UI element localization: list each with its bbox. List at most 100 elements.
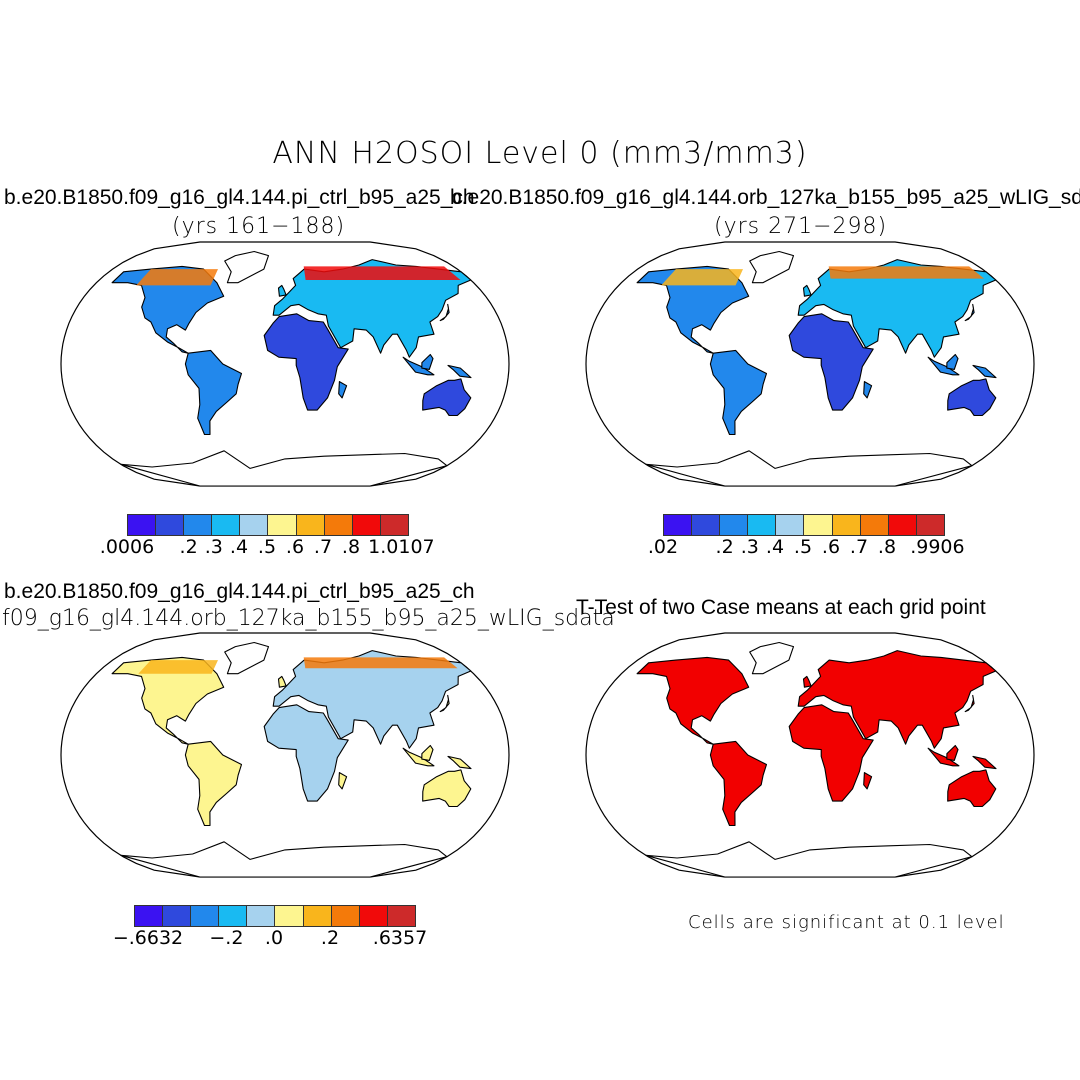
landmass-uk	[802, 675, 812, 688]
landmass-new-guinea	[447, 755, 472, 770]
landmass-indonesia	[402, 356, 435, 376]
colorbar-swatch	[128, 515, 157, 535]
colorbar-tick-label: .9906	[910, 536, 965, 558]
high-moisture-band	[136, 269, 218, 286]
landmass-borneo	[946, 744, 959, 761]
colorbar-swatch	[191, 906, 220, 926]
colorbar-swatch	[832, 515, 861, 535]
colorbar-tick-label: .2	[715, 536, 734, 558]
colorbar-tick-label: .6357	[372, 927, 428, 949]
colorbar-swatch	[296, 515, 325, 535]
colorbar-tick-label: .3	[740, 536, 759, 558]
landmass-south-america	[184, 740, 243, 827]
colorbar-tick-label: .7	[849, 536, 869, 558]
case1-years: (yrs 161−188)	[172, 214, 346, 239]
landmass-africa	[788, 704, 874, 802]
colorbar-swatch	[776, 515, 805, 535]
landmass-antarctica	[645, 450, 973, 487]
landmass-south-america	[709, 349, 768, 436]
landmass-new-guinea	[972, 755, 997, 770]
main-title: ANN H2OSOI Level 0 (mm3/mm3)	[272, 136, 808, 171]
landmass-africa	[788, 313, 874, 411]
landmass-north-america	[111, 265, 225, 354]
case1-colorbar	[127, 514, 409, 536]
colorbar-tick-label: .5	[793, 536, 813, 558]
landmass-antarctica	[645, 841, 973, 878]
colorbar-tick-label: .0006	[99, 536, 155, 558]
colorbar-swatch	[331, 906, 360, 926]
colorbar-tick-label: .2	[320, 927, 340, 949]
colorbar-swatch	[692, 515, 721, 535]
colorbar-swatch	[916, 515, 944, 535]
landmass-greenland	[224, 250, 270, 284]
colorbar-tick-label: .02	[647, 536, 679, 558]
colorbar-tick-label: .7	[313, 536, 333, 558]
case2-years: (yrs 271−298)	[714, 214, 888, 239]
landmass-borneo	[421, 744, 434, 761]
landmass-japan	[439, 694, 450, 713]
colorbar-swatch	[268, 515, 297, 535]
colorbar-swatch	[184, 515, 213, 535]
landmass-antarctica	[120, 450, 448, 487]
colorbar-tick-label: .6	[285, 536, 305, 558]
landmass-south-america	[184, 349, 243, 436]
colorbar-swatch	[387, 906, 415, 926]
landmass-japan	[964, 694, 975, 713]
landmass-uk	[802, 284, 812, 297]
colorbar-swatch	[324, 515, 353, 535]
colorbar-tick-label: .4	[765, 536, 785, 558]
landmass-uk	[277, 284, 287, 297]
colorbar-swatch	[664, 515, 693, 535]
colorbar-swatch	[359, 906, 388, 926]
colorbar-swatch	[135, 906, 164, 926]
ttest-title: T-Test of two Case means at each grid po…	[576, 596, 986, 619]
colorbar-tick-label: .4	[229, 536, 249, 558]
colorbar-swatch	[748, 515, 777, 535]
landmass-north-america	[636, 656, 750, 745]
landmass-south-america	[709, 740, 768, 827]
landmass-borneo	[421, 353, 434, 370]
colorbar-swatch	[219, 906, 248, 926]
colorbar-swatch	[352, 515, 381, 535]
landmass-indonesia	[927, 747, 960, 767]
landmass-africa	[263, 313, 349, 411]
ttest-note: Cells are significant at 0.1 level	[688, 912, 1005, 933]
case2-colorbar	[663, 514, 945, 536]
colorbar-swatch	[275, 906, 304, 926]
colorbar-swatch	[888, 515, 917, 535]
difference-colorbar	[134, 905, 416, 927]
colorbar-swatch	[240, 515, 269, 535]
landmass-madagascar	[863, 381, 873, 399]
landmass-indonesia	[927, 356, 960, 376]
colorbar-tick-label: 1.0107	[368, 536, 435, 558]
landmass-australia	[422, 769, 472, 808]
colorbar-swatch	[156, 515, 185, 535]
colorbar-tick-label: .3	[204, 536, 223, 558]
colorbar-swatch	[804, 515, 833, 535]
landmass-greenland	[749, 641, 795, 675]
landmass-uk	[277, 675, 287, 688]
landmass-australia	[947, 378, 997, 417]
colorbar-swatch	[247, 906, 276, 926]
colorbar-tick-label: −.6632	[112, 927, 184, 949]
landmass-australia	[947, 769, 997, 808]
colorbar-swatch	[212, 515, 241, 535]
colorbar-tick-label: −.2	[209, 927, 244, 949]
landmass-africa	[263, 704, 349, 802]
colorbar-tick-label: .8	[341, 536, 361, 558]
landmass-madagascar	[338, 381, 348, 399]
colorbar-swatch	[860, 515, 889, 535]
case2-label: b.e20.B1850.f09_g16_gl4.144.orb_127ka_b1…	[450, 186, 1080, 209]
landmass-greenland	[749, 250, 795, 284]
colorbar-swatch	[303, 906, 332, 926]
high-moisture-band	[138, 660, 218, 674]
landmass-antarctica	[120, 841, 448, 878]
high-moisture-band	[303, 266, 461, 280]
landmass-new-guinea	[972, 364, 997, 379]
high-moisture-band	[828, 266, 985, 279]
landmass-indonesia	[402, 747, 435, 767]
landmass-new-guinea	[447, 364, 472, 379]
